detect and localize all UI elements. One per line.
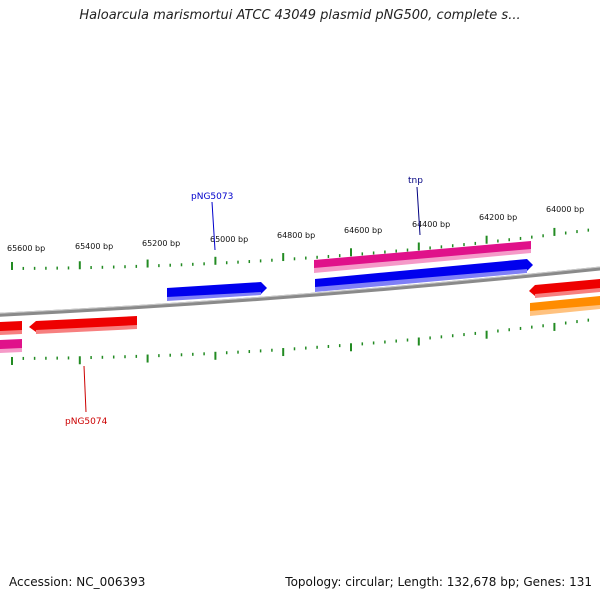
plasmid-backbone: [0, 266, 600, 317]
ruler-label: 64600 bp: [344, 226, 382, 235]
label-leader-pNG5074: [83, 365, 87, 413]
gene-feature-pNG5073[interactable]: [167, 282, 267, 301]
gene-feature-pink-left[interactable]: [0, 339, 22, 353]
ruler-label: 65600 bp: [7, 244, 45, 253]
ruler-label: 65200 bp: [142, 239, 180, 248]
gene-feature-pNG5074[interactable]: [29, 316, 137, 334]
label-leader-tnp: [416, 186, 421, 236]
gene-label-pNG5073[interactable]: pNG5073: [191, 192, 233, 202]
accession-text: Accession: NC_006393: [9, 575, 146, 589]
gene-feature-red-right[interactable]: [529, 279, 600, 298]
summary-text: Topology: circular; Length: 132,678 bp; …: [285, 575, 592, 589]
ruler-label: 65000 bp: [210, 235, 248, 244]
gene-feature-red-left[interactable]: [0, 321, 22, 335]
ruler-label: 65400 bp: [75, 242, 113, 251]
map-title: Haloarcula marismortui ATCC 43049 plasmi…: [79, 8, 521, 23]
gene-feature-tnp[interactable]: [315, 259, 533, 292]
label-leader-pNG5073: [211, 201, 216, 251]
ruler-ticks-outer: [11, 227, 590, 270]
gene-label-pNG5074[interactable]: pNG5074: [65, 417, 108, 427]
ruler-ticks-inner: [11, 318, 590, 365]
ruler-label: 64800 bp: [277, 231, 315, 240]
ruler-label: 64000 bp: [546, 205, 584, 214]
ruler-label: 64400 bp: [412, 220, 450, 229]
ruler-label: 64200 bp: [479, 213, 517, 222]
gene-feature-orange-right[interactable]: [530, 296, 600, 316]
gene-feature-pink-upper[interactable]: [314, 241, 531, 273]
gene-label-tnp[interactable]: tnp: [408, 176, 423, 186]
